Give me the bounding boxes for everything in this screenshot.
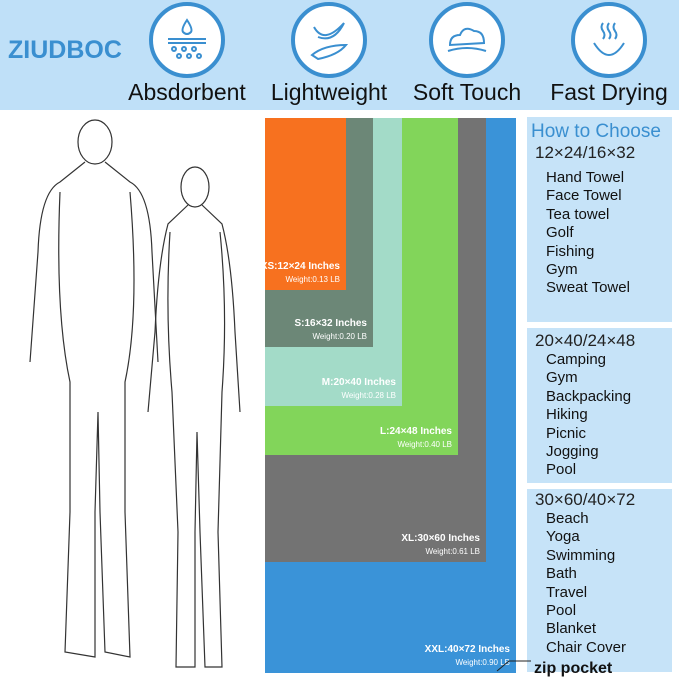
size-weight: Weight:0.40 LB (397, 440, 452, 449)
zip-pocket-label: zip pocket (534, 660, 613, 677)
size-label: XS:12×24 Inches Weight:0.13 LB (261, 261, 340, 284)
size-dimensions: XS:12×24 Inches (260, 261, 340, 272)
guide-sizes: 12×24/16×32 (535, 143, 636, 162)
cloud-icon (429, 2, 505, 78)
size-label: S:16×32 Inches Weight:0.20 LB (294, 318, 367, 341)
size-weight: Weight:0.28 LB (341, 391, 396, 400)
size-weight: Weight:0.20 LB (312, 332, 367, 341)
use-item: Bath (546, 565, 577, 583)
use-item: Gym (546, 369, 578, 387)
use-item: Beach (546, 510, 589, 527)
use-item: Picnic (546, 424, 587, 442)
use-item: Jogging (546, 443, 599, 461)
size-dimensions: XL:30×60 Inches (401, 533, 480, 544)
use-item: Hiking (546, 406, 588, 424)
feature-label: Fast Drying (550, 79, 668, 105)
use-item: Backpacking (546, 387, 632, 405)
use-item: Face Towel (546, 187, 622, 205)
use-item: Fishing (546, 242, 595, 260)
guide-group-large: 30×60/40×72 Beach Yoga Swimming Bath Travel Po… (527, 489, 672, 672)
steam-icon (571, 2, 647, 78)
use-item: Chair Cover (546, 638, 627, 656)
towel-size-xs: XS:12×24 Inches Weight:0.13 LB (261, 118, 346, 290)
use-item: Camping (546, 351, 607, 368)
feature-banner: ZIUDBOC Absdorbent Lightweight Soft Touc… (0, 0, 679, 110)
use-item: Gym (546, 261, 578, 279)
size-dimensions: S:16×32 Inches (294, 318, 367, 329)
feather-hand-icon (291, 2, 367, 78)
size-dimensions: L:24×48 Inches (380, 426, 452, 437)
use-item: Swimming (546, 546, 616, 564)
size-dimensions: XXL:40×72 Inches (424, 644, 510, 655)
use-item: Yoga (546, 528, 580, 546)
size-label: M:20×40 Inches Weight:0.28 LB (322, 377, 396, 400)
feature-label: Absdorbent (128, 79, 246, 105)
guide-group-medium: 20×40/24×48 Camping Gym Backpacking Hiking Pi… (527, 328, 672, 483)
water-drop-fabric-icon (149, 2, 225, 78)
use-item: Pool (546, 602, 577, 620)
size-weight: Weight:0.13 LB (285, 275, 340, 284)
use-item: Pool (546, 461, 577, 479)
guide-sizes: 20×40/24×48 (535, 331, 636, 350)
use-item: Blanket (546, 620, 597, 638)
size-label: XXL:40×72 Inches Weight:0.90 LB (425, 644, 510, 667)
size-label: XL:30×60 Inches Weight:0.61 LB (401, 533, 480, 556)
brand-logo: ZIUDBOC (8, 36, 122, 64)
human-figures-illustration (29, 119, 241, 668)
feature-label: Lightweight (270, 79, 388, 105)
use-item: Hand Towel (546, 169, 625, 186)
use-item: Travel (546, 583, 588, 601)
guide-group-small: How to Choose 12×24/16×32 Hand Towel Face… (527, 117, 672, 322)
feature-label: Soft Touch (412, 79, 522, 105)
size-weight: Weight:0.61 LB (425, 547, 480, 556)
feature-fast-drying: Fast Drying (544, 2, 674, 106)
guide-title: How to Choose (531, 121, 661, 142)
pointer-arrow-icon (496, 660, 531, 672)
use-item: Sweat Towel (546, 279, 630, 297)
feature-lightweight: Lightweight (264, 2, 394, 106)
size-label: L:24×48 Inches Weight:0.40 LB (380, 426, 452, 449)
size-dimensions: M:20×40 Inches (321, 377, 396, 388)
size-weight: Weight:0.90 LB (455, 658, 510, 667)
guide-sizes: 30×60/40×72 (535, 490, 636, 509)
use-item: Golf (546, 224, 574, 242)
feature-absorbent: Absdorbent (122, 2, 252, 106)
feature-soft-touch: Soft Touch (402, 2, 532, 106)
use-item: Tea towel (546, 205, 610, 223)
